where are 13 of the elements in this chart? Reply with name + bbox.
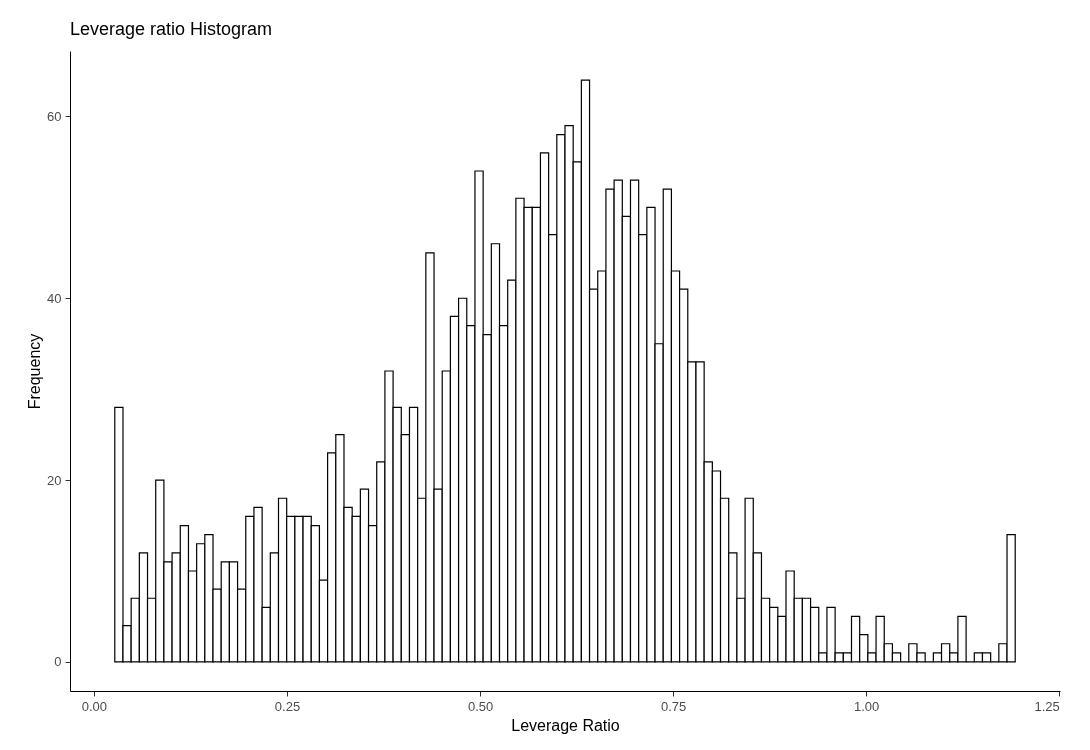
x-tick-label: 0.25	[274, 698, 301, 714]
y-tick-label: 40	[47, 290, 62, 306]
x-tick-label: 0.75	[660, 698, 687, 714]
x-tick-label: 0.50	[467, 698, 494, 714]
y-tick-label: 20	[47, 472, 62, 488]
x-tick-label: 1.00	[854, 698, 880, 714]
y-tick-label: 0	[54, 654, 62, 670]
x-axis-title: Leverage Ratio	[511, 716, 620, 734]
x-tick-label: 0.00	[81, 698, 108, 714]
y-tick-label: 60	[47, 108, 62, 124]
y-axis-title: Frequency	[26, 333, 44, 410]
chart-title: Leverage ratio Histogram	[70, 19, 273, 39]
x-tick-label: 1.25	[1034, 698, 1060, 714]
